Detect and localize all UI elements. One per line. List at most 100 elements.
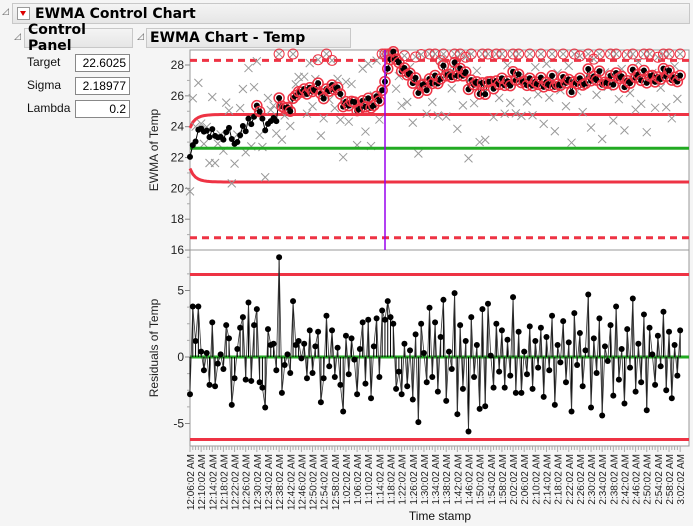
- residual-point: [317, 399, 324, 406]
- residual-point: [674, 372, 681, 379]
- temp-marker: [453, 124, 462, 134]
- collapse-chart-icon[interactable]: ◿: [137, 32, 144, 42]
- out-of-control-marker: [429, 48, 441, 60]
- residual-point: [660, 308, 667, 315]
- residual-point: [348, 335, 355, 342]
- ewma-point: [228, 135, 235, 142]
- x-tick-label: 12:06:02 AM: [186, 454, 197, 510]
- temp-marker: [391, 84, 401, 94]
- x-tick-label: 2:42:02 AM: [620, 454, 631, 505]
- temp-marker: [441, 112, 451, 121]
- ewma-point: [248, 121, 255, 128]
- temp-marker: [327, 55, 337, 65]
- x-tick-label: 2:58:02 AM: [665, 454, 676, 505]
- residual-point: [599, 412, 606, 419]
- residual-point: [418, 320, 425, 327]
- control-panel-header[interactable]: Control Panel: [24, 22, 133, 54]
- temp-marker: [196, 119, 206, 128]
- residual-point: [326, 363, 333, 370]
- residual-point: [482, 403, 489, 410]
- residual-point: [306, 327, 313, 334]
- sigma-label: Sigma: [27, 78, 62, 92]
- residual-point: [370, 343, 377, 350]
- residual-point: [518, 389, 525, 396]
- residual-point: [454, 411, 461, 418]
- residual-point: [345, 371, 352, 378]
- lambda-label: Lambda: [27, 101, 71, 115]
- out-of-control-marker: [610, 48, 622, 60]
- residual-point: [395, 368, 402, 375]
- residual-point: [315, 328, 322, 335]
- red-menu-triangle-icon[interactable]: [17, 7, 30, 20]
- temp-marker: [266, 105, 276, 115]
- temp-marker: [472, 66, 482, 76]
- temp-marker: [199, 139, 209, 149]
- residual-point: [362, 380, 369, 387]
- residual-point: [582, 347, 589, 354]
- control-panel-title: Control Panel: [28, 22, 86, 54]
- residual-point: [554, 342, 561, 349]
- out-of-control-marker: [513, 48, 525, 60]
- ewma-alarm-marker: [429, 69, 441, 82]
- target-input[interactable]: 22.6025: [75, 54, 130, 72]
- temp-marker: [489, 112, 498, 122]
- residual-point: [604, 357, 611, 364]
- x-tick-label: 2:10:02 AM: [531, 454, 542, 505]
- residual-point: [251, 322, 258, 329]
- residual-point: [579, 383, 586, 390]
- x-tick-label: 1:18:02 AM: [387, 454, 398, 505]
- out-of-control-marker: [524, 48, 536, 60]
- residual-point: [512, 389, 519, 396]
- temp-marker: [411, 52, 420, 62]
- residual-point: [284, 351, 291, 358]
- temp-marker: [667, 113, 677, 123]
- sigma-input[interactable]: 2.18977: [75, 77, 130, 95]
- residual-point: [462, 338, 469, 345]
- lambda-input[interactable]: 0.2: [75, 100, 130, 118]
- temp-marker: [347, 79, 356, 89]
- residual-point: [515, 328, 522, 335]
- residual-point: [329, 327, 336, 334]
- ewma-point: [276, 94, 283, 101]
- residual-point: [638, 379, 645, 386]
- residual-point: [507, 372, 514, 379]
- ewma-point: [209, 126, 216, 133]
- temp-marker: [558, 49, 568, 59]
- report-header[interactable]: EWMA Control Chart: [12, 3, 690, 24]
- temp-marker: [597, 134, 607, 144]
- residual-point: [459, 385, 466, 392]
- ewma-point: [610, 81, 617, 88]
- residual-point: [334, 344, 341, 351]
- collapse-report-icon[interactable]: ◿: [2, 7, 9, 17]
- ewma-alarm-marker: [331, 81, 344, 94]
- residual-point: [437, 334, 444, 341]
- ewma-point: [415, 90, 422, 97]
- residual-point: [220, 365, 227, 372]
- residual-point: [351, 356, 358, 363]
- residual-point: [666, 328, 673, 335]
- residual-point: [223, 322, 230, 329]
- temp-marker: [480, 135, 490, 145]
- temp-marker: [305, 58, 315, 68]
- residual-point: [657, 363, 664, 370]
- y-axis-title-residuals: Residuals of Temp: [147, 298, 161, 397]
- ewma-point: [585, 65, 592, 72]
- temp-marker: [567, 138, 576, 148]
- ewma-alarm-marker: [365, 102, 377, 114]
- lcl-line: [188, 167, 690, 184]
- temp-marker: [653, 52, 663, 62]
- ewma-alarm-marker: [253, 105, 266, 118]
- residual-point: [484, 300, 491, 307]
- temp-marker: [673, 94, 682, 104]
- residual-point: [451, 290, 458, 297]
- ewma-point: [225, 124, 232, 131]
- residual-point: [468, 314, 475, 321]
- collapse-control-panel-icon[interactable]: ◿: [14, 32, 21, 42]
- x-tick-label: 12:50:02 AM: [309, 454, 320, 510]
- residual-point: [209, 319, 216, 326]
- residual-point: [320, 375, 327, 382]
- temp-marker: [661, 102, 671, 112]
- chart-header[interactable]: EWMA Chart - Temp: [146, 28, 351, 48]
- residual-point: [668, 395, 675, 402]
- residual-point: [529, 385, 536, 392]
